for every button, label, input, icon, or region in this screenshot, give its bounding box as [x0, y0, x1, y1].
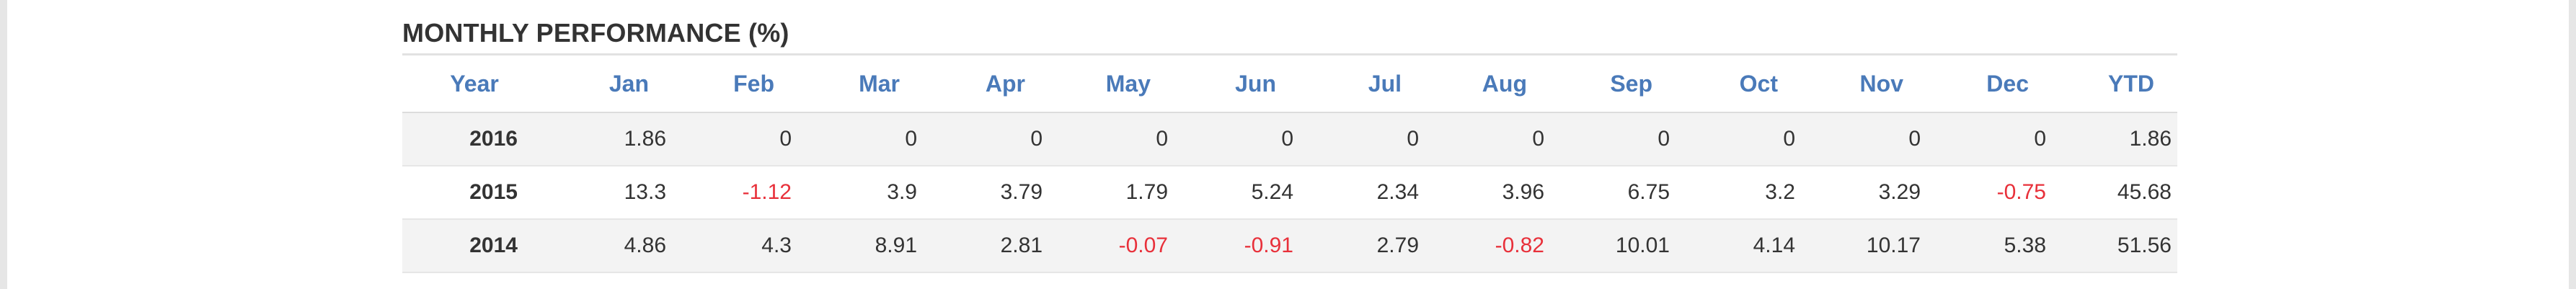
column-header: Apr	[923, 55, 1048, 113]
table-cell: 10.01	[1550, 219, 1676, 273]
table-cell: 0	[797, 112, 923, 166]
table-cell: 8.91	[797, 219, 923, 273]
table-cell: 0	[1801, 112, 1926, 166]
column-header: Year	[402, 55, 546, 113]
year-cell: 2015	[402, 166, 546, 220]
column-header: Aug	[1425, 55, 1550, 113]
table-cell: 2.79	[1299, 219, 1425, 273]
table-cell: 13.3	[546, 166, 672, 220]
table-cell: 3.29	[1801, 166, 1926, 220]
table-cell: 4.3	[672, 219, 797, 273]
table-cell: 3.79	[923, 166, 1048, 220]
column-header: Jan	[546, 55, 672, 113]
table-row: 2014 4.86 4.3 8.91 2.81 -0.07 -0.91 2.79…	[402, 219, 2177, 273]
table-cell: -1.12	[672, 166, 797, 220]
table-cell: 0	[1174, 112, 1299, 166]
table-row: 2016 1.86 0 0 0 0 0 0 0 0 0 0 0 1.86	[402, 112, 2177, 166]
column-header: Feb	[672, 55, 797, 113]
table-cell: -0.82	[1425, 219, 1550, 273]
monthly-performance-panel: MONTHLY PERFORMANCE (%) Year Jan Feb Mar	[402, 13, 2177, 273]
table-cell: 3.2	[1676, 166, 1801, 220]
table-cell: 4.86	[546, 219, 672, 273]
table-cell: 2.81	[923, 219, 1048, 273]
window-border-left	[0, 0, 7, 289]
table-cell: 5.24	[1174, 166, 1299, 220]
table-cell: 1.86	[546, 112, 672, 166]
table-cell: 0	[1299, 112, 1425, 166]
table-cell: 3.96	[1425, 166, 1550, 220]
ytd-cell: 1.86	[2052, 112, 2177, 166]
table-cell: 0	[1425, 112, 1550, 166]
column-header: Nov	[1801, 55, 1926, 113]
ytd-cell: 51.56	[2052, 219, 2177, 273]
table-cell: 0	[672, 112, 797, 166]
table-cell: -0.75	[1926, 166, 2052, 220]
column-header: Jun	[1174, 55, 1299, 113]
table-cell: 3.9	[797, 166, 923, 220]
table-cell: 0	[1676, 112, 1801, 166]
column-header: Jul	[1299, 55, 1425, 113]
year-cell: 2014	[402, 219, 546, 273]
table-cell: 0	[1550, 112, 1676, 166]
table-cell: 10.17	[1801, 219, 1926, 273]
panel-title: MONTHLY PERFORMANCE (%)	[402, 13, 2177, 55]
table-cell: -0.07	[1048, 219, 1174, 273]
column-header: Sep	[1550, 55, 1676, 113]
table-cell: 6.75	[1550, 166, 1676, 220]
window-border-right	[2569, 0, 2576, 289]
table-cell: 5.38	[1926, 219, 2052, 273]
year-cell: 2016	[402, 112, 546, 166]
table-cell: 0	[923, 112, 1048, 166]
ytd-cell: 45.68	[2052, 166, 2177, 220]
table-cell: 2.34	[1299, 166, 1425, 220]
column-header: Dec	[1926, 55, 2052, 113]
column-header: Oct	[1676, 55, 1801, 113]
table-header-row: Year Jan Feb Mar Apr May Jun Jul Aug Sep…	[402, 55, 2177, 113]
table-cell: 0	[1048, 112, 1174, 166]
table-cell: -0.91	[1174, 219, 1299, 273]
table-cell: 1.79	[1048, 166, 1174, 220]
table-cell: 4.14	[1676, 219, 1801, 273]
table-cell: 0	[1926, 112, 2052, 166]
column-header: YTD	[2052, 55, 2177, 113]
column-header: Mar	[797, 55, 923, 113]
table-row: 2015 13.3 -1.12 3.9 3.79 1.79 5.24 2.34 …	[402, 166, 2177, 220]
column-header: May	[1048, 55, 1174, 113]
performance-table: Year Jan Feb Mar Apr May Jun Jul Aug Sep…	[402, 55, 2177, 273]
